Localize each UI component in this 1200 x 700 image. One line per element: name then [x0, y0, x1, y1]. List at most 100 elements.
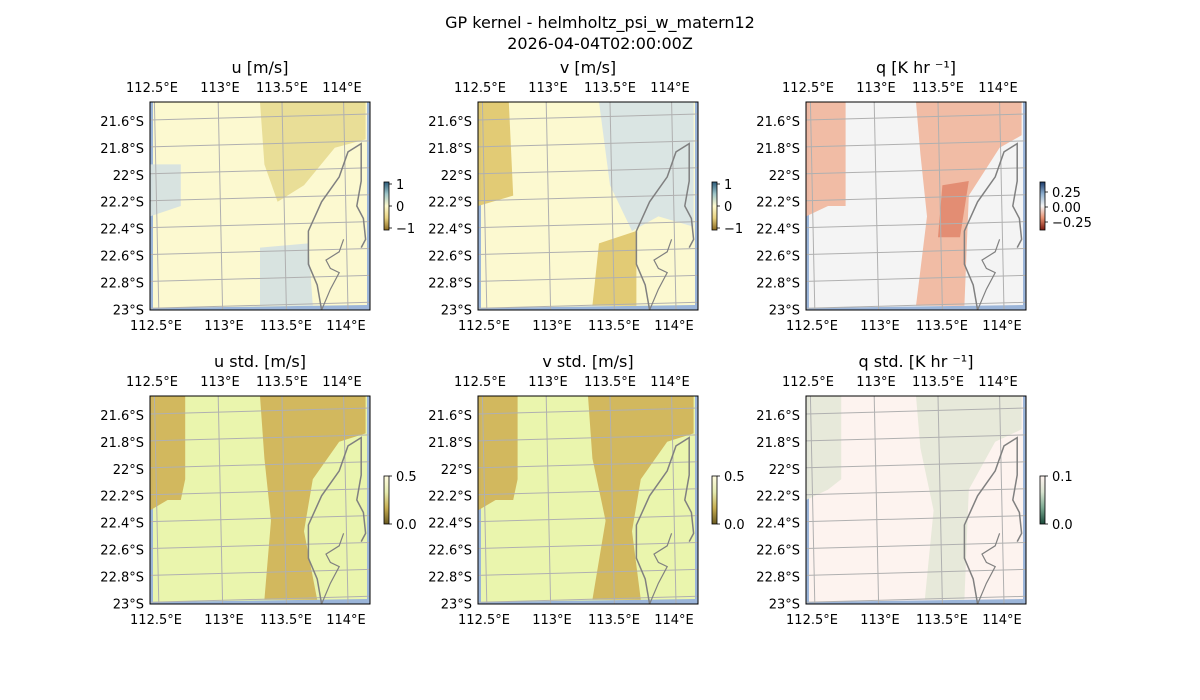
x-tick-label-bottom: 113.5°E — [916, 319, 968, 334]
subplot-5: q std. [K hr ⁻¹] 112.5°E 112.5°E 113°E 113°E… — [756, 352, 1072, 628]
gridline-lat-4 — [806, 515, 1026, 523]
y-tick-label: 21.8°S — [756, 436, 800, 451]
x-tick-label-bottom: 113.5°E — [916, 613, 968, 628]
axes-frame — [805, 101, 1027, 311]
subplot-0: u [m/s]112.5°E112.5°E113°E113°E113.5°E11… — [100, 58, 415, 334]
x-tick-label-top: 112.5°E — [454, 375, 506, 390]
colorbar-tick-label: −1 — [724, 222, 743, 237]
y-tick-label: 22°S — [113, 169, 144, 184]
y-tick-label: 22.4°S — [756, 223, 800, 238]
colorbar-tick-label: 0 — [724, 200, 732, 215]
x-tick-label-top: 113°E — [856, 375, 896, 390]
y-tick-label: 22.2°S — [428, 490, 472, 505]
y-tick-label: 22°S — [769, 169, 800, 184]
subplot-3: u std. [m/s] 112.5°E 112.5°E 113°E 113°E 113.… — [100, 352, 416, 628]
gridline-lat-2 — [806, 461, 1026, 469]
coastline-inner — [649, 239, 673, 310]
x-tick-label-bottom: 113°E — [204, 319, 244, 334]
y-tick-label: 23°S — [113, 597, 144, 612]
y-tick-label: 22°S — [113, 463, 144, 478]
y-tick-label: 22.6°S — [756, 250, 800, 265]
colorbar — [1039, 475, 1046, 525]
gridline-lon-3 — [343, 396, 349, 604]
y-tick-label: 22.8°S — [756, 570, 800, 585]
y-tick-label: 22°S — [441, 463, 472, 478]
gridline-lat-3 — [806, 488, 1026, 496]
subplot-title: v [m/s] — [560, 58, 616, 77]
x-tick-label-bottom: 114°E — [982, 319, 1022, 334]
x-tick-label-top: 112.5°E — [126, 81, 178, 96]
x-tick-label-bottom: 113°E — [860, 613, 900, 628]
gridline-lat-6 — [806, 274, 1026, 282]
y-tick-label: 23°S — [441, 303, 472, 318]
gridline-lat-7 — [806, 595, 1026, 603]
y-tick-label: 22.6°S — [100, 544, 144, 559]
gridline-lon-3 — [999, 396, 1005, 604]
x-tick-label-top: 113°E — [528, 81, 568, 96]
coastline — [963, 142, 1023, 310]
x-tick-label-top: 113°E — [200, 81, 240, 96]
gridline-lat-0 — [478, 407, 698, 415]
axes-frame — [149, 101, 371, 311]
gridline-lat-6 — [806, 568, 1026, 576]
colorbar — [383, 181, 390, 231]
x-tick-label-bottom: 113.5°E — [260, 613, 312, 628]
gridline-lat-5 — [478, 248, 698, 255]
gridline-lon-0 — [481, 396, 488, 604]
y-tick-label: 21.6°S — [756, 115, 800, 130]
x-tick-label-bottom: 112.5°E — [458, 319, 510, 334]
y-tick-label: 22.8°S — [756, 276, 800, 291]
x-tick-label-bottom: 113.5°E — [588, 613, 640, 628]
plot-area — [150, 396, 370, 604]
plot-area — [806, 396, 1026, 604]
field-region-0 — [478, 102, 514, 206]
x-tick-label-bottom: 112.5°E — [458, 613, 510, 628]
gridline-lon-2 — [937, 396, 943, 604]
y-tick-label: 22.4°S — [100, 517, 144, 532]
field-region-1 — [916, 102, 1022, 306]
x-tick-label-bottom: 114°E — [326, 613, 366, 628]
y-tick-label: 22.4°S — [428, 223, 472, 238]
plot-area — [150, 102, 370, 310]
field-region-0 — [806, 396, 842, 500]
gridline-lat-2 — [150, 461, 370, 469]
x-tick-label-top: 113.5°E — [584, 375, 636, 390]
colorbar — [711, 475, 718, 525]
gridline-lat-1 — [478, 140, 698, 148]
figure-title: GP kernel - helmholtz_psi_w_matern12 202… — [0, 12, 1200, 54]
y-tick-label: 21.6°S — [100, 409, 144, 424]
coastline-inner — [977, 533, 1001, 604]
colorbar — [711, 181, 718, 231]
x-tick-label-top: 112.5°E — [782, 81, 834, 96]
y-tick-label: 21.8°S — [756, 142, 800, 157]
x-tick-label-top: 113.5°E — [256, 375, 308, 390]
gridline-lon-0 — [153, 396, 160, 604]
gridline-lon-1 — [873, 102, 880, 310]
gridline-lat-6 — [478, 274, 698, 282]
x-tick-label-bottom: 113°E — [860, 319, 900, 334]
field-region-1 — [916, 396, 1022, 600]
y-tick-label: 22.2°S — [100, 196, 144, 211]
field-region-1 — [588, 396, 694, 600]
gridline-lat-6 — [150, 568, 370, 576]
y-tick-label: 22.2°S — [100, 490, 144, 505]
gridline-lat-7 — [806, 301, 1026, 309]
gridline-lon-1 — [873, 396, 880, 604]
x-tick-label-bottom: 113°E — [204, 613, 244, 628]
y-tick-label: 21.8°S — [100, 436, 144, 451]
y-tick-label: 23°S — [769, 303, 800, 318]
colorbar-tick-label: −0.25 — [1052, 216, 1092, 231]
gridline-lat-0 — [478, 113, 698, 121]
x-tick-label-top: 113°E — [200, 375, 240, 390]
y-tick-label: 22.2°S — [756, 196, 800, 211]
gridline-lat-3 — [478, 488, 698, 496]
y-tick-label: 21.8°S — [100, 142, 144, 157]
x-tick-label-top: 113°E — [528, 375, 568, 390]
x-tick-label-top: 113.5°E — [912, 81, 964, 96]
x-tick-label-top: 112.5°E — [782, 375, 834, 390]
gridline-lat-5 — [806, 248, 1026, 255]
plot-area — [478, 102, 698, 310]
axes-frame — [805, 395, 1027, 605]
gridline-lat-3 — [478, 194, 698, 202]
